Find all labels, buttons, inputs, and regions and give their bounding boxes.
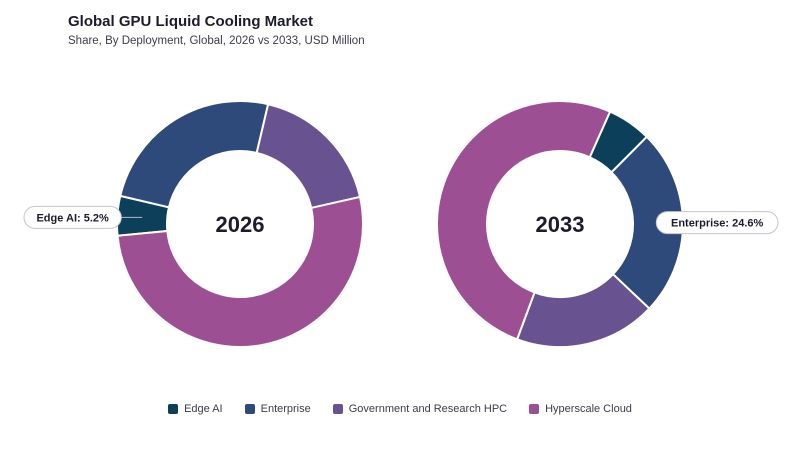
- slice-2026-enterprise: [119, 100, 270, 209]
- legend-label-hyperscale-cloud: Hyperscale Cloud: [545, 403, 632, 415]
- chart-subtitle: Share, By Deployment, Global, 2026 vs 20…: [68, 35, 365, 47]
- slice-2033-hyperscale-cloud: [436, 100, 612, 341]
- legend-item-enterprise: Enterprise: [244, 403, 311, 415]
- legend-swatch-edge-ai: [168, 404, 179, 414]
- legend: Edge AI Enterprise Government and Research…: [0, 403, 800, 415]
- callout-label-2026: Edge AI: 5.2%: [36, 212, 109, 224]
- chart-title: Global GPU Liquid Cooling Market: [68, 13, 314, 30]
- center-label-2026: 2026: [216, 212, 265, 237]
- legend-item-hyperscale-cloud: Hyperscale Cloud: [529, 403, 632, 415]
- legend-item-government-and-research-hpc: Government and Research HPC: [332, 403, 508, 415]
- legend-label-enterprise: Enterprise: [260, 403, 311, 415]
- slice-2026-hyperscale-cloud: [116, 195, 364, 348]
- callout-box-2033: [655, 211, 779, 235]
- legend-swatch-enterprise: [244, 404, 255, 414]
- legend-item-edge-ai: Edge AI: [168, 403, 223, 415]
- callout-box-2026: [23, 205, 122, 229]
- legend-swatch-government-and-research-hpc: [332, 404, 343, 414]
- legend-label-government-and-research-hpc: Government and Research HPC: [348, 403, 508, 415]
- callout-label-2033: Enterprise: 24.6%: [671, 218, 764, 230]
- donut-charts: 2026 Edge AI: 5.2% 2033 Enterprise: 24.6%: [23, 100, 779, 348]
- slice-2033-enterprise: [610, 135, 684, 310]
- center-label-2033: 2033: [536, 212, 585, 237]
- slice-2026-government-and-research-hpc: [255, 103, 362, 210]
- legend-label-edge-ai: Edge AI: [184, 403, 223, 415]
- legend-swatch-hyperscale-cloud: [529, 404, 540, 414]
